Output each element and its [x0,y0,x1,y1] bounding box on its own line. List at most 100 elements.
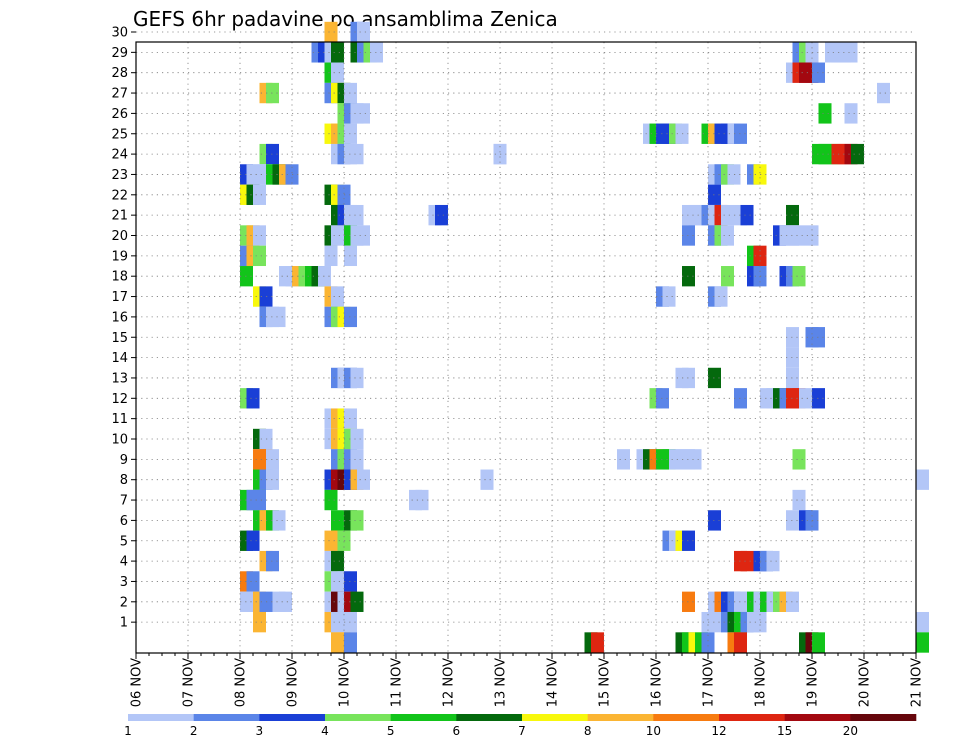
y-tick-label: 4 [120,555,128,570]
heatmap-cell [786,327,799,348]
heatmap-cell [682,591,695,612]
heatmap-cell [617,449,630,470]
y-tick-label: 17 [111,290,128,305]
colorbar-swatch [784,714,851,721]
y-tick-label: 24 [111,148,128,163]
y-tick-label: 1 [120,616,128,631]
heatmap-cell [253,611,266,633]
heatmap-cell [350,428,364,450]
y-tick-label: 15 [111,331,128,346]
colorbar-swatch [587,714,654,721]
heatmap-cell [344,306,357,328]
heatmap-cell [324,245,338,267]
x-tick-label: 10 NOV [338,658,353,707]
colorbar-label: 8 [584,724,592,738]
x-tick-label: 18 NOV [754,658,769,707]
x-tick-label: 08 NOV [234,658,249,707]
colorbar-label: 12 [711,724,726,738]
colorbar-label: 3 [256,724,264,738]
heatmap-cell [916,611,929,633]
colorbar-label: 6 [453,724,461,738]
y-tick-label: 11 [111,412,128,427]
y-tick-label: 5 [120,534,128,549]
heatmap-cell [721,204,734,226]
heatmap-cell [916,469,929,490]
heatmap-cell [324,21,338,43]
heatmap-cell [714,286,728,307]
heatmap-cell [357,225,370,246]
heatmap-cell [253,225,266,246]
y-tick-label: 19 [111,249,128,264]
y-tick-label: 25 [111,127,128,142]
colorbar-label: 4 [321,724,329,738]
heatmap-cell [331,225,344,246]
x-tick-label: 12 NOV [442,658,457,707]
heatmap-cell [253,184,266,205]
heatmap-cell [734,123,747,144]
heatmap-cell [740,550,754,572]
heatmap-cell [246,388,260,409]
heatmap-cell [708,184,721,205]
heatmap-cell [279,591,292,612]
heatmap-cell [344,123,357,144]
colorbar-swatch [193,714,260,721]
heatmap-cell [786,510,799,531]
heatmap-cell [708,510,721,531]
heatmap-cell [266,550,279,572]
x-tick-label: 09 NOV [286,658,301,707]
heatmap-cell [812,632,825,653]
colorbar-swatch [522,714,588,721]
x-tick-label: 16 NOV [650,658,665,707]
heatmap-cell [734,388,747,409]
x-tick-label: 14 NOV [546,658,561,707]
heatmap-cell [344,408,357,429]
heatmap-cell [591,632,604,653]
heatmap-cell [844,103,858,124]
heatmap-cell [318,266,331,287]
heatmap-cell [272,510,286,531]
heatmap-cell [331,611,344,633]
x-tick-label: 11 NOV [390,658,405,707]
y-tick-label: 7 [120,494,128,509]
chart-title: GEFS 6hr padavine po ansamblima Zenica [133,7,558,31]
colorbar: 1 2 3 4 5 6 7 8 10 12 15 20 [124,714,917,738]
heatmap-cell [350,591,364,612]
heatmap-cell [344,571,357,592]
y-tick-label: 3 [120,575,128,590]
y-tick-label: 16 [111,310,128,325]
y-tick-label: 6 [120,514,128,529]
heatmap-cell [786,591,799,612]
heatmap-cell [721,266,734,287]
y-tick-label: 28 [111,66,128,81]
heatmap-cell [662,286,676,307]
colorbar-swatch [456,714,523,721]
heatmap-cells [240,21,929,653]
heatmap-cell [331,286,344,307]
heatmap-cell [350,449,364,470]
colorbar-swatch [325,714,391,721]
colorbar-label: 15 [777,724,792,738]
heatmap-cell [350,367,364,389]
y-tick-label: 2 [120,595,128,610]
heatmap-cell [812,62,825,83]
y-tick-label: 21 [111,209,128,224]
heatmap-cell [792,449,806,470]
heatmap-cell [844,42,858,63]
y-tick-label: 23 [111,168,128,183]
heatmap-cell [786,367,799,389]
colorbar-swatch [390,714,457,721]
heatmap-cell [701,632,715,653]
heatmap-cell [766,550,780,572]
heatmap-cell [324,489,338,511]
x-tick-label: 21 NOV [910,658,925,707]
heatmap-cell [682,367,695,389]
heatmap-cell [344,632,357,653]
heatmap-cell [734,632,747,653]
heatmap-cell [786,204,799,226]
grid-lines [135,31,917,653]
heatmap-cell [812,388,825,409]
heatmap-cell [331,42,344,63]
y-tick-label: 14 [111,351,128,366]
heatmap-cell [786,347,799,368]
heatmap-cell [435,204,448,226]
